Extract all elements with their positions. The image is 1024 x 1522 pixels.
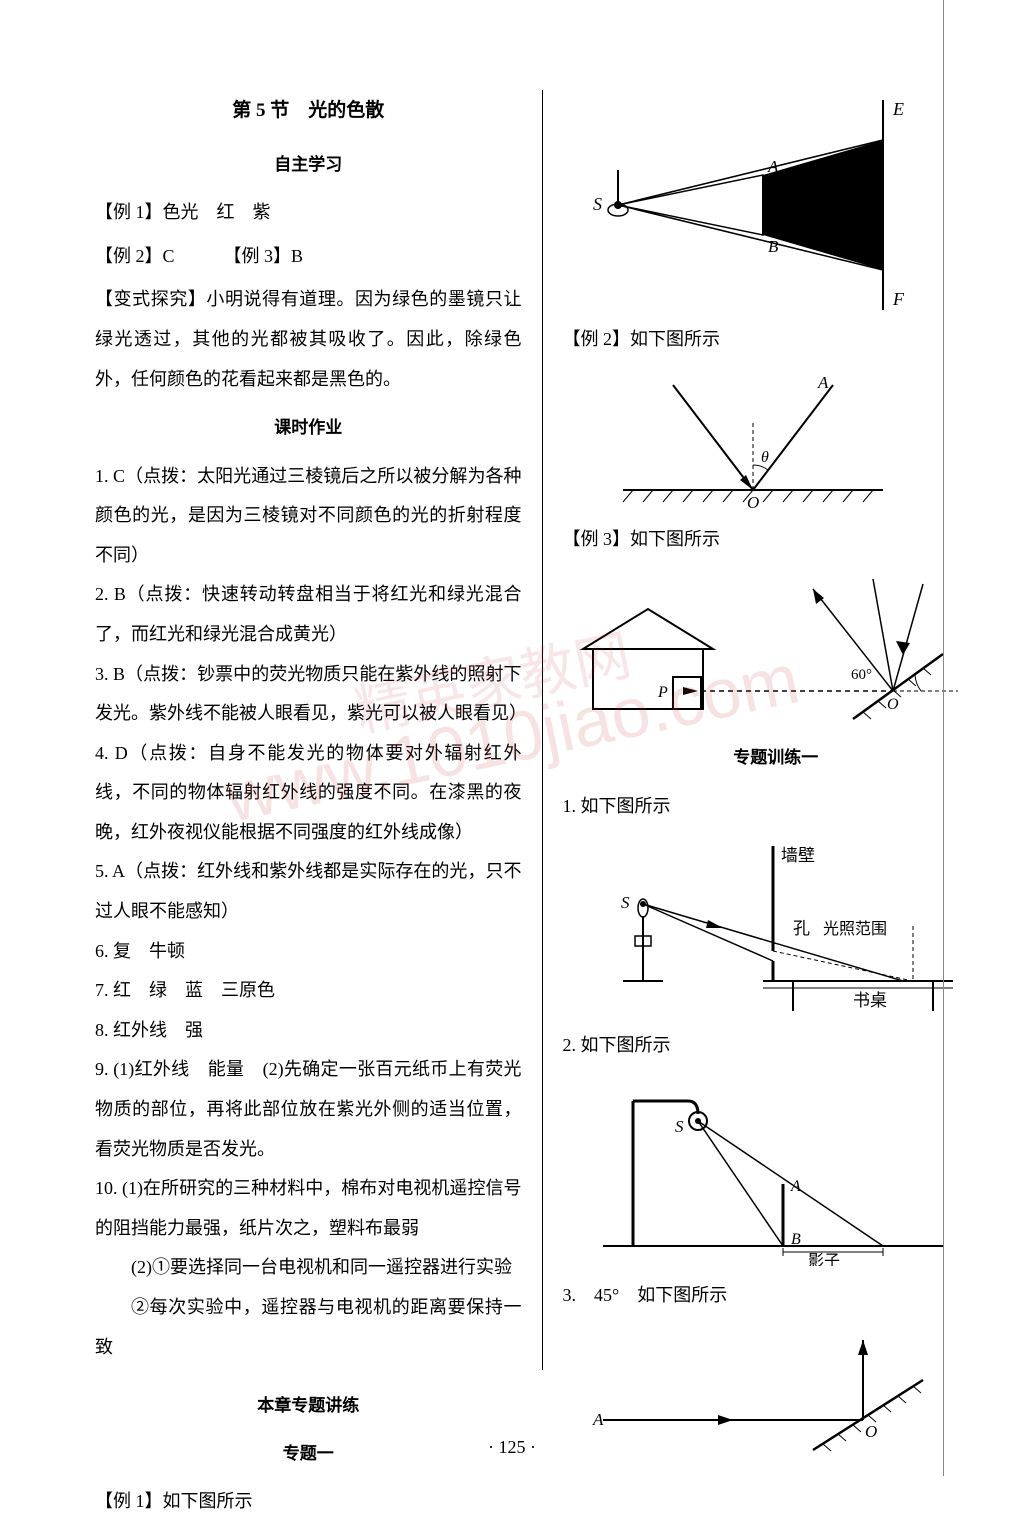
example-1b-label: 【例 1】 xyxy=(95,1491,163,1511)
q3: 3. B（点拨：钞票中的荧光物质只能在紫外线的照射下发光。紫外线不能被人眼看见，… xyxy=(95,655,522,734)
training-q1: 1. 如下图所示 xyxy=(563,787,990,827)
label-theta: θ xyxy=(761,449,769,466)
label-O3: O xyxy=(887,696,899,713)
example-3r-label: 【例 3】 xyxy=(563,529,631,549)
example-2-right: 【例 2】如下图所示 xyxy=(563,320,990,360)
diagram-candle-wall-icon: 墙壁 孔 S 书桌 xyxy=(563,836,963,1016)
subheading-classwork: 课时作业 xyxy=(95,409,522,446)
figure-example-3: P O 60° xyxy=(563,569,990,729)
label-E: E xyxy=(892,100,904,119)
q10b: (2)①要选择同一台电视机和同一遥控器进行实验 xyxy=(95,1248,522,1288)
subheading-training-1: 专题训练一 xyxy=(563,739,990,776)
example-2-3: 【例 2】C 【例 3】B xyxy=(95,237,522,277)
q2: 2. B（点拨：快速转动转盘相当于将红光和绿光混合了，而红光和绿光混合成黄光） xyxy=(95,575,522,654)
q10c: ②每次实验中，遥控器与电视机的距离要保持一致 xyxy=(95,1288,522,1367)
subheading-chapter-topics: 本章专题讲练 xyxy=(95,1387,522,1424)
example-3-answer: B xyxy=(291,246,303,266)
label-A2: A xyxy=(817,373,829,392)
diagram-streetlamp-shadow-icon: S A B 影子 xyxy=(593,1076,953,1266)
diagram-ray-inclined-mirror-icon: A O xyxy=(583,1325,943,1455)
subheading-self-study: 自主学习 xyxy=(95,146,522,183)
diagram-house-mirror-icon: P O 60° xyxy=(563,569,963,729)
example-2-label: 【例 2】 xyxy=(95,246,163,266)
training-q2: 2. 如下图所示 xyxy=(563,1026,990,1066)
example-1: 【例 1】色光 红 紫 xyxy=(95,193,522,233)
label-S4: S xyxy=(621,893,630,912)
label-shadow: 影子 xyxy=(808,1252,840,1266)
figure-training-1: 墙壁 孔 S 书桌 xyxy=(563,836,990,1016)
q6: 6. 复 牛顿 xyxy=(95,932,522,972)
label-desk: 书桌 xyxy=(853,991,887,1010)
figure-training-2: S A B 影子 xyxy=(563,1076,990,1266)
example-2-answer: C xyxy=(163,246,175,266)
q5: 5. A（点拨：红外线和紫外线都是实际存在的光，只不过人眼不能感知） xyxy=(95,852,522,931)
q9: 9. (1)红外线 能量 (2)先确定一张百元纸币上有荧光物质的部位，再将此部位… xyxy=(95,1050,522,1169)
example-2r-label: 【例 2】 xyxy=(563,329,631,349)
label-hole: 孔 xyxy=(793,919,810,938)
right-column: E F S A B 【例 2】如下图所示 xyxy=(543,90,990,1370)
variant-inquiry: 【变式探究】小明说得有道理。因为绿色的墨镜只让绿光透过，其他的光都被其吸收了。因… xyxy=(95,280,522,399)
label-B5: B xyxy=(791,1231,801,1248)
diagram-shadow-cone-icon: E F S A B xyxy=(563,100,943,310)
label-F: F xyxy=(892,289,905,309)
q7: 7. 红 绿 蓝 三原色 xyxy=(95,971,522,1011)
section-title: 第 5 节 光的色散 xyxy=(95,90,522,132)
example-1b-text: 如下图所示 xyxy=(163,1491,253,1511)
label-A: A xyxy=(767,157,779,176)
page-number: · 125 · xyxy=(0,1437,1024,1458)
page-columns: 第 5 节 光的色散 自主学习 【例 1】色光 红 紫 【例 2】C 【例 3】… xyxy=(0,0,1024,1400)
label-O2: O xyxy=(747,493,759,510)
q4: 4. D（点拨：自身不能发光的物体要对外辐射红外线，不同的物体辐射红外线的强度不… xyxy=(95,734,522,853)
q8: 8. 红外线 强 xyxy=(95,1011,522,1051)
example-1-answer: 色光 红 紫 xyxy=(163,202,271,222)
variant-label: 【变式探究】 xyxy=(95,289,206,309)
example-3-label: 【例 3】 xyxy=(224,246,292,266)
example-1b: 【例 1】如下图所示 xyxy=(95,1482,522,1522)
example-3r-text: 如下图所示 xyxy=(630,529,720,549)
label-P: P xyxy=(657,684,668,701)
page-edge-line xyxy=(943,0,944,1476)
example-3-right: 【例 3】如下图所示 xyxy=(563,520,990,560)
label-S5: S xyxy=(675,1117,684,1136)
diagram-reflection-theta-icon: θ A O xyxy=(603,370,903,510)
figure-training-3: A O xyxy=(563,1325,990,1455)
label-S: S xyxy=(593,194,602,214)
label-B: B xyxy=(768,237,779,256)
example-1-label: 【例 1】 xyxy=(95,202,163,222)
example-2r-text: 如下图所示 xyxy=(630,329,720,349)
figure-example-2: θ A O xyxy=(563,370,990,510)
left-column: 第 5 节 光的色散 自主学习 【例 1】色光 红 紫 【例 2】C 【例 3】… xyxy=(95,90,543,1370)
label-A6: A xyxy=(592,1410,604,1429)
figure-example-1: E F S A B xyxy=(563,100,990,310)
q1: 1. C（点拨：太阳光通过三棱镜后之所以被分解为各种颜色的光，是因为三棱镜对不同… xyxy=(95,457,522,576)
training-q3: 3. 45° 如下图所示 xyxy=(563,1276,990,1316)
label-60: 60° xyxy=(851,667,872,683)
q10a: 10. (1)在所研究的三种材料中，棉布对电视机遥控信号的阻挡能力最强，纸片次之… xyxy=(95,1169,522,1248)
label-range: 光照范围 xyxy=(823,920,887,938)
label-wall: 墙壁 xyxy=(781,846,815,865)
